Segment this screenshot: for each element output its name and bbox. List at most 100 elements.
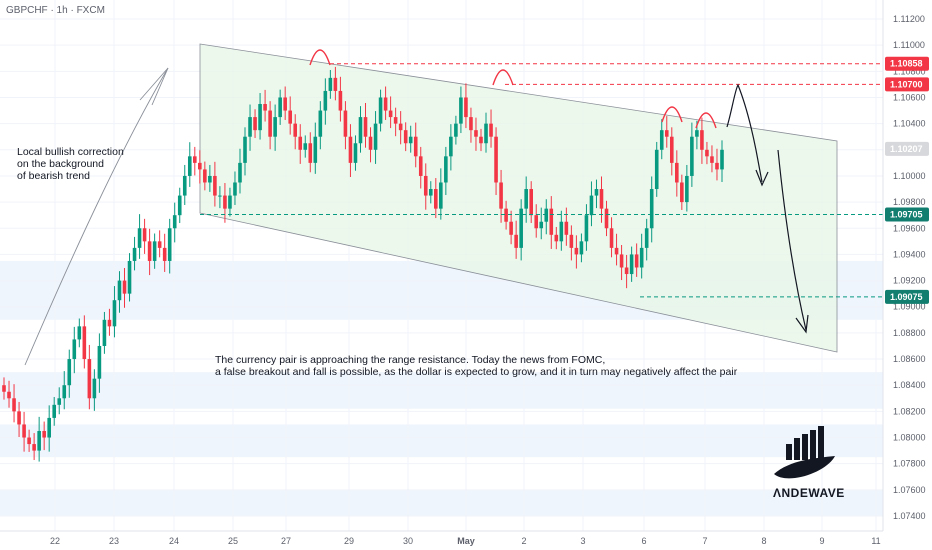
- top-arc-0: [309, 49, 331, 66]
- badge-bg-1.10858: [885, 56, 929, 71]
- candle-body-98: [494, 136, 498, 183]
- candle-body-82: [413, 136, 418, 157]
- candle-body-0: [2, 385, 6, 392]
- x-tick-5: 29: [344, 536, 354, 546]
- candle-body-110: [554, 234, 559, 242]
- x-tick-9: 3: [580, 536, 585, 546]
- candle-body-49: [248, 117, 252, 137]
- logo-bar-2: [794, 438, 800, 460]
- candle-body-54: [273, 117, 277, 137]
- candle-body-99: [499, 182, 503, 209]
- candle-body-18: [92, 378, 97, 399]
- candle-body-129: [649, 189, 654, 229]
- candle-body-7: [37, 430, 41, 451]
- candle-body-91: [459, 97, 463, 124]
- candle-body-135: [680, 182, 684, 203]
- candle-body-94: [474, 130, 478, 137]
- y-tick-13: 1.08600: [893, 354, 926, 364]
- candle-body-46: [233, 182, 237, 196]
- main-annotation[interactable]: The currency pair is approaching the ran…: [215, 354, 738, 378]
- candle-body-130: [654, 149, 659, 190]
- candle-body-85: [428, 189, 433, 196]
- candle-body-88: [444, 156, 448, 183]
- candle-body-125: [629, 254, 634, 275]
- candle-body-136: [685, 175, 689, 203]
- candle-body-134: [675, 162, 679, 183]
- candle-body-127: [639, 247, 644, 268]
- candle-body-15: [77, 326, 82, 340]
- candle-body-58: [293, 123, 298, 137]
- candle-body-37: [187, 156, 192, 176]
- candle-body-78: [393, 117, 398, 124]
- candle-body-113: [569, 234, 574, 248]
- candle-body-74: [373, 123, 378, 150]
- x-tick-6: 30: [403, 536, 413, 546]
- left-annotation[interactable]: Local bullish correction on the backgrou…: [17, 146, 124, 182]
- logo-bar-5: [818, 426, 824, 460]
- time-axis[interactable]: [0, 531, 932, 550]
- candle-body-75: [378, 97, 383, 124]
- top-arc-1: [492, 69, 514, 86]
- candle-body-25: [127, 260, 132, 294]
- candle-body-35: [177, 195, 182, 216]
- candle-body-29: [147, 241, 152, 261]
- candle-body-41: [208, 175, 212, 183]
- candle-body-40: [203, 169, 207, 183]
- candle-body-86: [434, 189, 438, 209]
- candle-body-114: [574, 247, 579, 255]
- time-axis-ticks: 22 23 24 25 27 29 30 May 2 3 6 7 8 9 11: [50, 536, 881, 546]
- candle-body-77: [388, 110, 393, 118]
- candle-body-26: [132, 247, 137, 261]
- candle-body-47: [238, 162, 242, 183]
- candle-body-56: [283, 97, 287, 111]
- drawings[interactable]: [24, 49, 809, 366]
- candle-body-45: [228, 195, 232, 209]
- badge-bg-1.10207: [885, 141, 929, 156]
- candle-body-5: [27, 437, 31, 445]
- candle-body-131: [659, 130, 664, 150]
- candle-body-142: [715, 162, 719, 170]
- badge-label-1.10700: 1.10700: [890, 79, 923, 89]
- candle-body-121: [609, 228, 614, 248]
- y-tick-4: 1.10400: [893, 119, 926, 129]
- candle-body-33: [167, 228, 172, 261]
- symbol-title[interactable]: GBPCHF · 1h · FXCM: [6, 5, 105, 16]
- candle-body-52: [263, 104, 267, 111]
- y-tick-10: 1.09200: [893, 276, 926, 286]
- candle-body-21: [107, 319, 112, 327]
- arrow-head-2: [795, 314, 809, 334]
- candle-body-122: [614, 247, 619, 255]
- candle-body-64: [323, 90, 328, 111]
- candle-body-120: [604, 208, 609, 229]
- candle-body-10: [52, 404, 57, 418]
- logo-bar-1: [786, 444, 792, 460]
- projection-arrow-2: [777, 149, 807, 331]
- y-tick-7: 1.09800: [893, 197, 926, 207]
- y-tick-16: 1.08000: [893, 433, 926, 443]
- candle-body-72: [363, 117, 368, 137]
- candle-body-59: [298, 136, 303, 150]
- trend-arrow: [24, 67, 169, 366]
- candle-body-28: [142, 228, 147, 242]
- candle-body-55: [278, 97, 282, 118]
- candle-body-16: [82, 326, 87, 360]
- candle-body-43: [218, 195, 222, 197]
- candle-body-44: [223, 195, 227, 209]
- candle-body-32: [162, 247, 167, 261]
- arrow-head-1: [755, 169, 769, 187]
- candle-body-87: [439, 182, 443, 209]
- badge-label-1.10207: 1.10207: [890, 144, 923, 154]
- candle-body-13: [67, 359, 72, 386]
- zone-band-3: [0, 489, 883, 516]
- y-tick-6: 1.10000: [893, 171, 926, 181]
- y-tick-3: 1.10600: [893, 92, 926, 102]
- candle-body-57: [288, 110, 292, 124]
- price-level-lines[interactable]: [200, 63, 883, 298]
- y-tick-14: 1.08400: [893, 380, 926, 390]
- candle-body-61: [308, 143, 313, 163]
- y-tick-2: 1.10800: [893, 66, 926, 76]
- x-tick-12: 8: [761, 536, 766, 546]
- candle-body-30: [152, 241, 157, 261]
- candle-body-19: [97, 345, 102, 379]
